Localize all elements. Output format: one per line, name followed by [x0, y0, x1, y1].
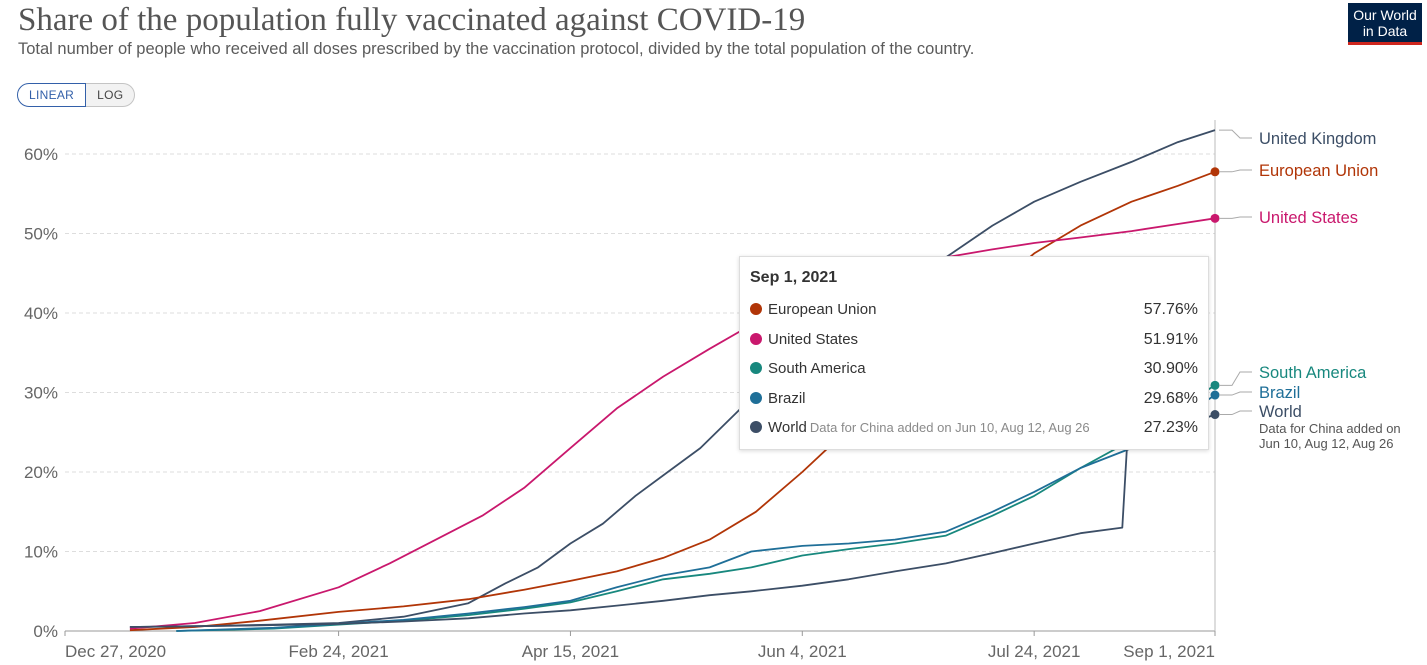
- series-end-point: [1210, 380, 1220, 390]
- y-tick-label: 60%: [24, 145, 58, 164]
- label-connector: [1219, 410, 1252, 416]
- y-tick-label: 0%: [33, 622, 58, 641]
- series-color-dot: [750, 362, 762, 375]
- series-end-point: [1210, 213, 1220, 223]
- end-label-united-states: United States: [1259, 209, 1358, 227]
- end-label-note: Jun 10, Aug 12, Aug 26: [1259, 436, 1393, 451]
- tooltip-series-name: World: [768, 419, 807, 436]
- label-connector: [1219, 216, 1252, 219]
- x-tick-label: Apr 15, 2021: [522, 642, 619, 661]
- tooltip-row: South America 30.90%: [750, 354, 1198, 384]
- x-tick-label: Dec 27, 2020: [65, 642, 166, 661]
- y-tick-label: 20%: [24, 463, 58, 482]
- label-connector: [1219, 129, 1252, 139]
- series-line-united-kingdom: [129, 129, 1216, 628]
- series-end-point: [1210, 410, 1220, 420]
- series-color-dot: [750, 421, 762, 434]
- x-tick-label: Feb 24, 2021: [288, 642, 388, 661]
- label-connector: [1219, 169, 1252, 173]
- series-color-dot: [750, 332, 762, 345]
- x-tick-label: Jun 4, 2021: [758, 642, 847, 661]
- x-tick-label: Sep 1, 2021: [1123, 642, 1215, 661]
- tooltip-value: 57.76%: [1143, 301, 1198, 318]
- tooltip-value: 51.91%: [1143, 330, 1198, 348]
- chart-subtitle: Total number of people who received all …: [18, 40, 975, 58]
- tooltip-note: Data for China added on Jun 10, Aug 12, …: [809, 420, 1090, 435]
- owid-logo[interactable]: Our World in Data: [1348, 3, 1422, 45]
- logo-line-2: in Data: [1362, 23, 1408, 39]
- tooltip-series-name: South America: [768, 360, 866, 377]
- tooltip-row: European Union 57.76%: [750, 295, 1198, 325]
- tooltip-series-name: United States: [768, 330, 859, 348]
- gridlines: [65, 120, 1216, 632]
- series-lines: [129, 129, 1220, 632]
- series-color-dot: [750, 303, 762, 316]
- tooltip-value: 30.90%: [1143, 360, 1198, 377]
- tooltip-row: Brazil 29.68%: [750, 384, 1198, 414]
- series-color-dot: [750, 391, 762, 404]
- y-tick-label: 50%: [24, 225, 58, 244]
- tooltip-series-name: European Union: [768, 301, 877, 318]
- series-line-world: [129, 413, 1216, 628]
- label-connector: [1219, 371, 1252, 386]
- series-line-south-america: [176, 384, 1216, 632]
- series-line-united-states: [129, 217, 1216, 630]
- log-scale-button[interactable]: LOG: [86, 83, 136, 107]
- end-label-european-union: European Union: [1259, 162, 1378, 180]
- label-connector: [1219, 391, 1252, 396]
- series-end-point: [1210, 390, 1220, 400]
- series-line-brazil: [176, 394, 1216, 632]
- end-label-note: Data for China added on: [1259, 421, 1401, 436]
- end-label-world: World: [1259, 403, 1302, 421]
- tooltip-series-name: Brazil: [768, 389, 806, 407]
- end-label-brazil: Brazil: [1259, 384, 1300, 402]
- end-label-south-america: South America: [1259, 364, 1367, 382]
- chart-title: Share of the population fully vaccinated…: [18, 2, 806, 38]
- hover-tooltip: Sep 1, 2021 European Union 57.76% United…: [739, 256, 1209, 450]
- tooltip-row: United States 51.91%: [750, 325, 1198, 355]
- tooltip-value: 27.23%: [1143, 419, 1198, 436]
- tooltip-value: 29.68%: [1143, 389, 1198, 407]
- end-labels: United Kingdom European Union United State…: [1219, 129, 1401, 451]
- y-axis: 0% 10% 20% 30% 40% 50% 60%: [24, 145, 58, 641]
- scale-toggle: LINEAR LOG: [17, 83, 136, 107]
- linear-scale-button[interactable]: LINEAR: [17, 83, 87, 107]
- tooltip-date: Sep 1, 2021: [750, 269, 838, 286]
- logo-line-1: Our World: [1353, 7, 1417, 23]
- tooltip-row: World Data for China added on Jun 10, Aug…: [750, 413, 1198, 443]
- end-label-united-kingdom: United Kingdom: [1259, 130, 1376, 148]
- x-tick-label: Jul 24, 2021: [988, 642, 1081, 661]
- y-tick-label: 40%: [24, 304, 58, 323]
- y-tick-label: 10%: [24, 543, 58, 562]
- series-end-point: [1210, 167, 1220, 177]
- y-tick-label: 30%: [24, 384, 58, 403]
- x-axis: Dec 27, 2020 Feb 24, 2021 Apr 15, 2021 Jun …: [64, 631, 1216, 661]
